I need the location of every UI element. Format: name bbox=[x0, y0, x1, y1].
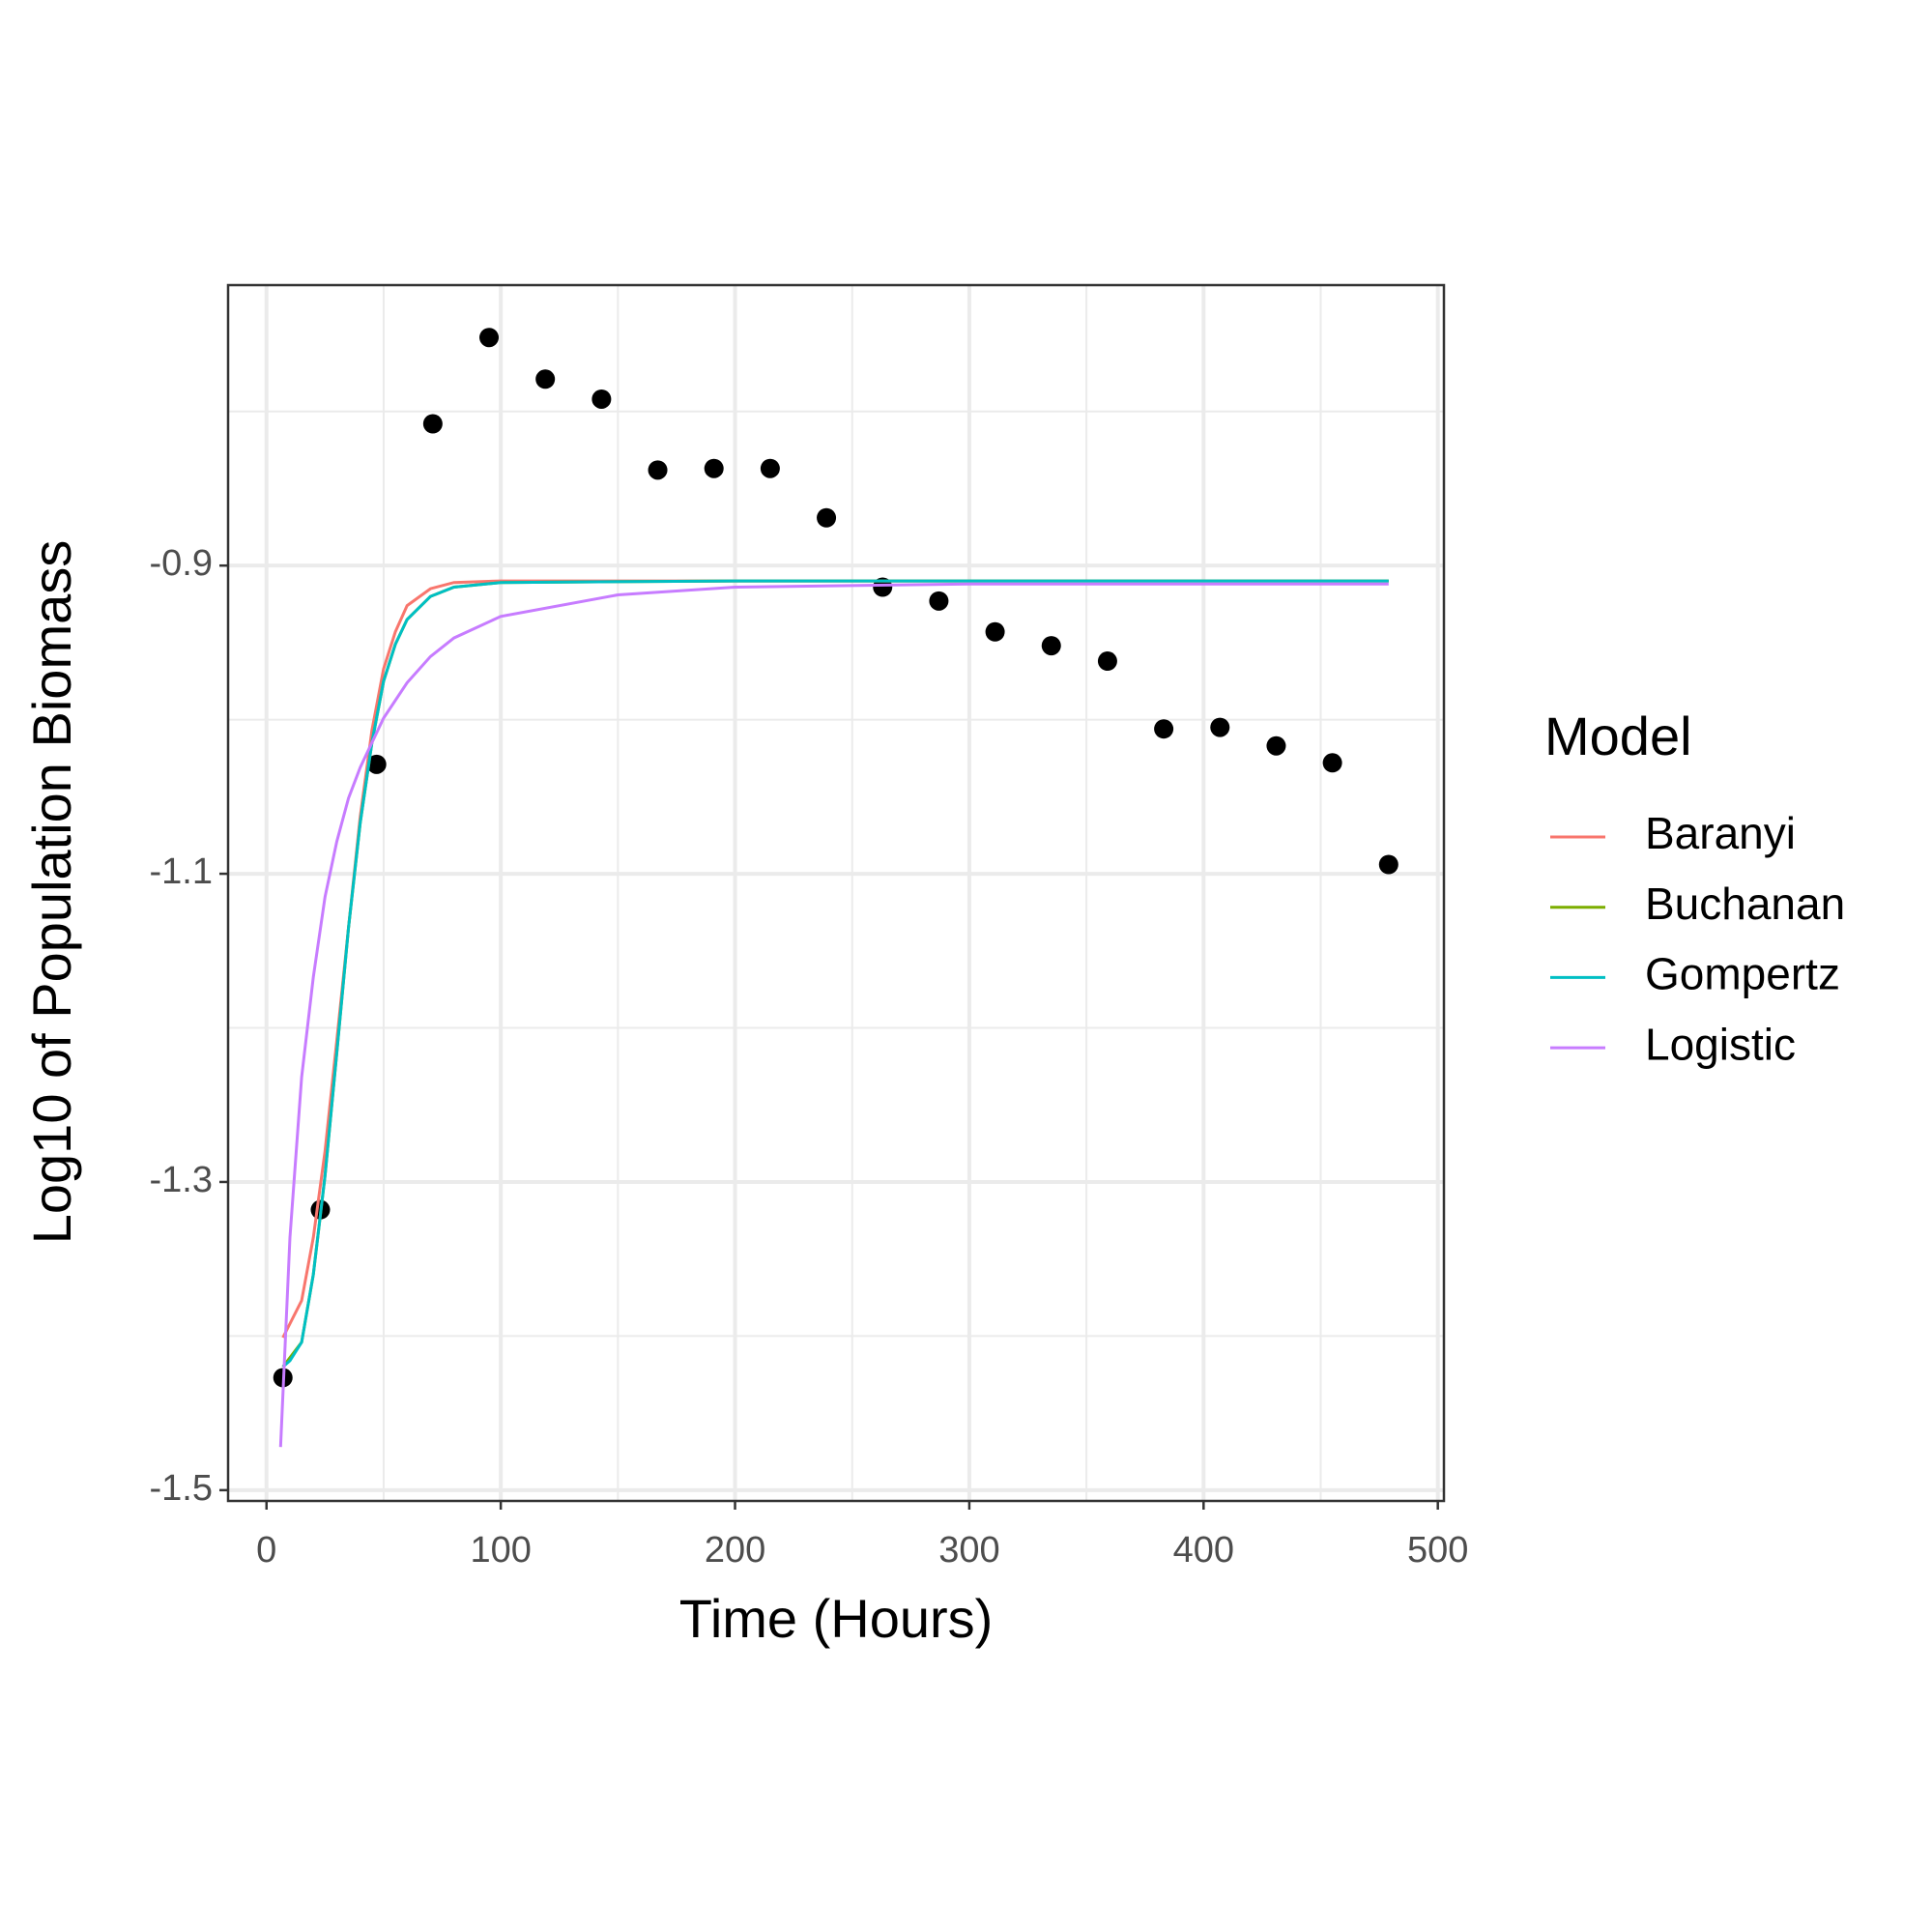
x-tick-label: 100 bbox=[470, 1530, 531, 1571]
legend-label: Buchanan bbox=[1645, 879, 1845, 929]
data-point bbox=[1266, 735, 1286, 756]
panel-border bbox=[226, 283, 1446, 1503]
data-point bbox=[366, 754, 387, 774]
data-point bbox=[985, 621, 1005, 642]
x-tick-label: 400 bbox=[1173, 1530, 1234, 1571]
y-tick-label: -1.3 bbox=[150, 1160, 213, 1200]
legend-label: Gompertz bbox=[1645, 949, 1840, 999]
data-point bbox=[1154, 719, 1174, 739]
data-point bbox=[929, 591, 949, 611]
data-point bbox=[1210, 717, 1230, 737]
data-point bbox=[1378, 854, 1399, 875]
model-curve bbox=[278, 582, 1389, 1448]
y-tick-label: -1.1 bbox=[150, 851, 213, 892]
x-tick-label: 0 bbox=[256, 1530, 276, 1571]
data-point bbox=[535, 369, 556, 389]
data-point bbox=[817, 507, 837, 528]
data-point bbox=[591, 389, 612, 409]
x-tick-label: 200 bbox=[705, 1530, 765, 1571]
x-axis-title: Time (Hours) bbox=[679, 1588, 994, 1649]
data-point bbox=[479, 328, 500, 348]
y-axis-title: Log10 of Population Biomass bbox=[21, 540, 82, 1245]
legend-label: Logistic bbox=[1645, 1019, 1796, 1069]
x-tick-label: 500 bbox=[1407, 1530, 1468, 1571]
legend-label: Baranyi bbox=[1645, 808, 1796, 858]
legend-title: Model bbox=[1544, 706, 1692, 766]
data-point bbox=[1322, 753, 1342, 773]
data-point bbox=[648, 460, 668, 480]
y-tick-label: -0.9 bbox=[150, 543, 213, 584]
data-point bbox=[1041, 636, 1061, 656]
data-point bbox=[760, 458, 780, 478]
model-curve bbox=[281, 579, 1389, 1369]
data-point bbox=[704, 458, 724, 478]
data-point bbox=[1097, 651, 1117, 672]
data-point bbox=[422, 414, 443, 434]
y-tick-label: -1.5 bbox=[150, 1468, 213, 1509]
x-tick-label: 300 bbox=[938, 1530, 999, 1571]
